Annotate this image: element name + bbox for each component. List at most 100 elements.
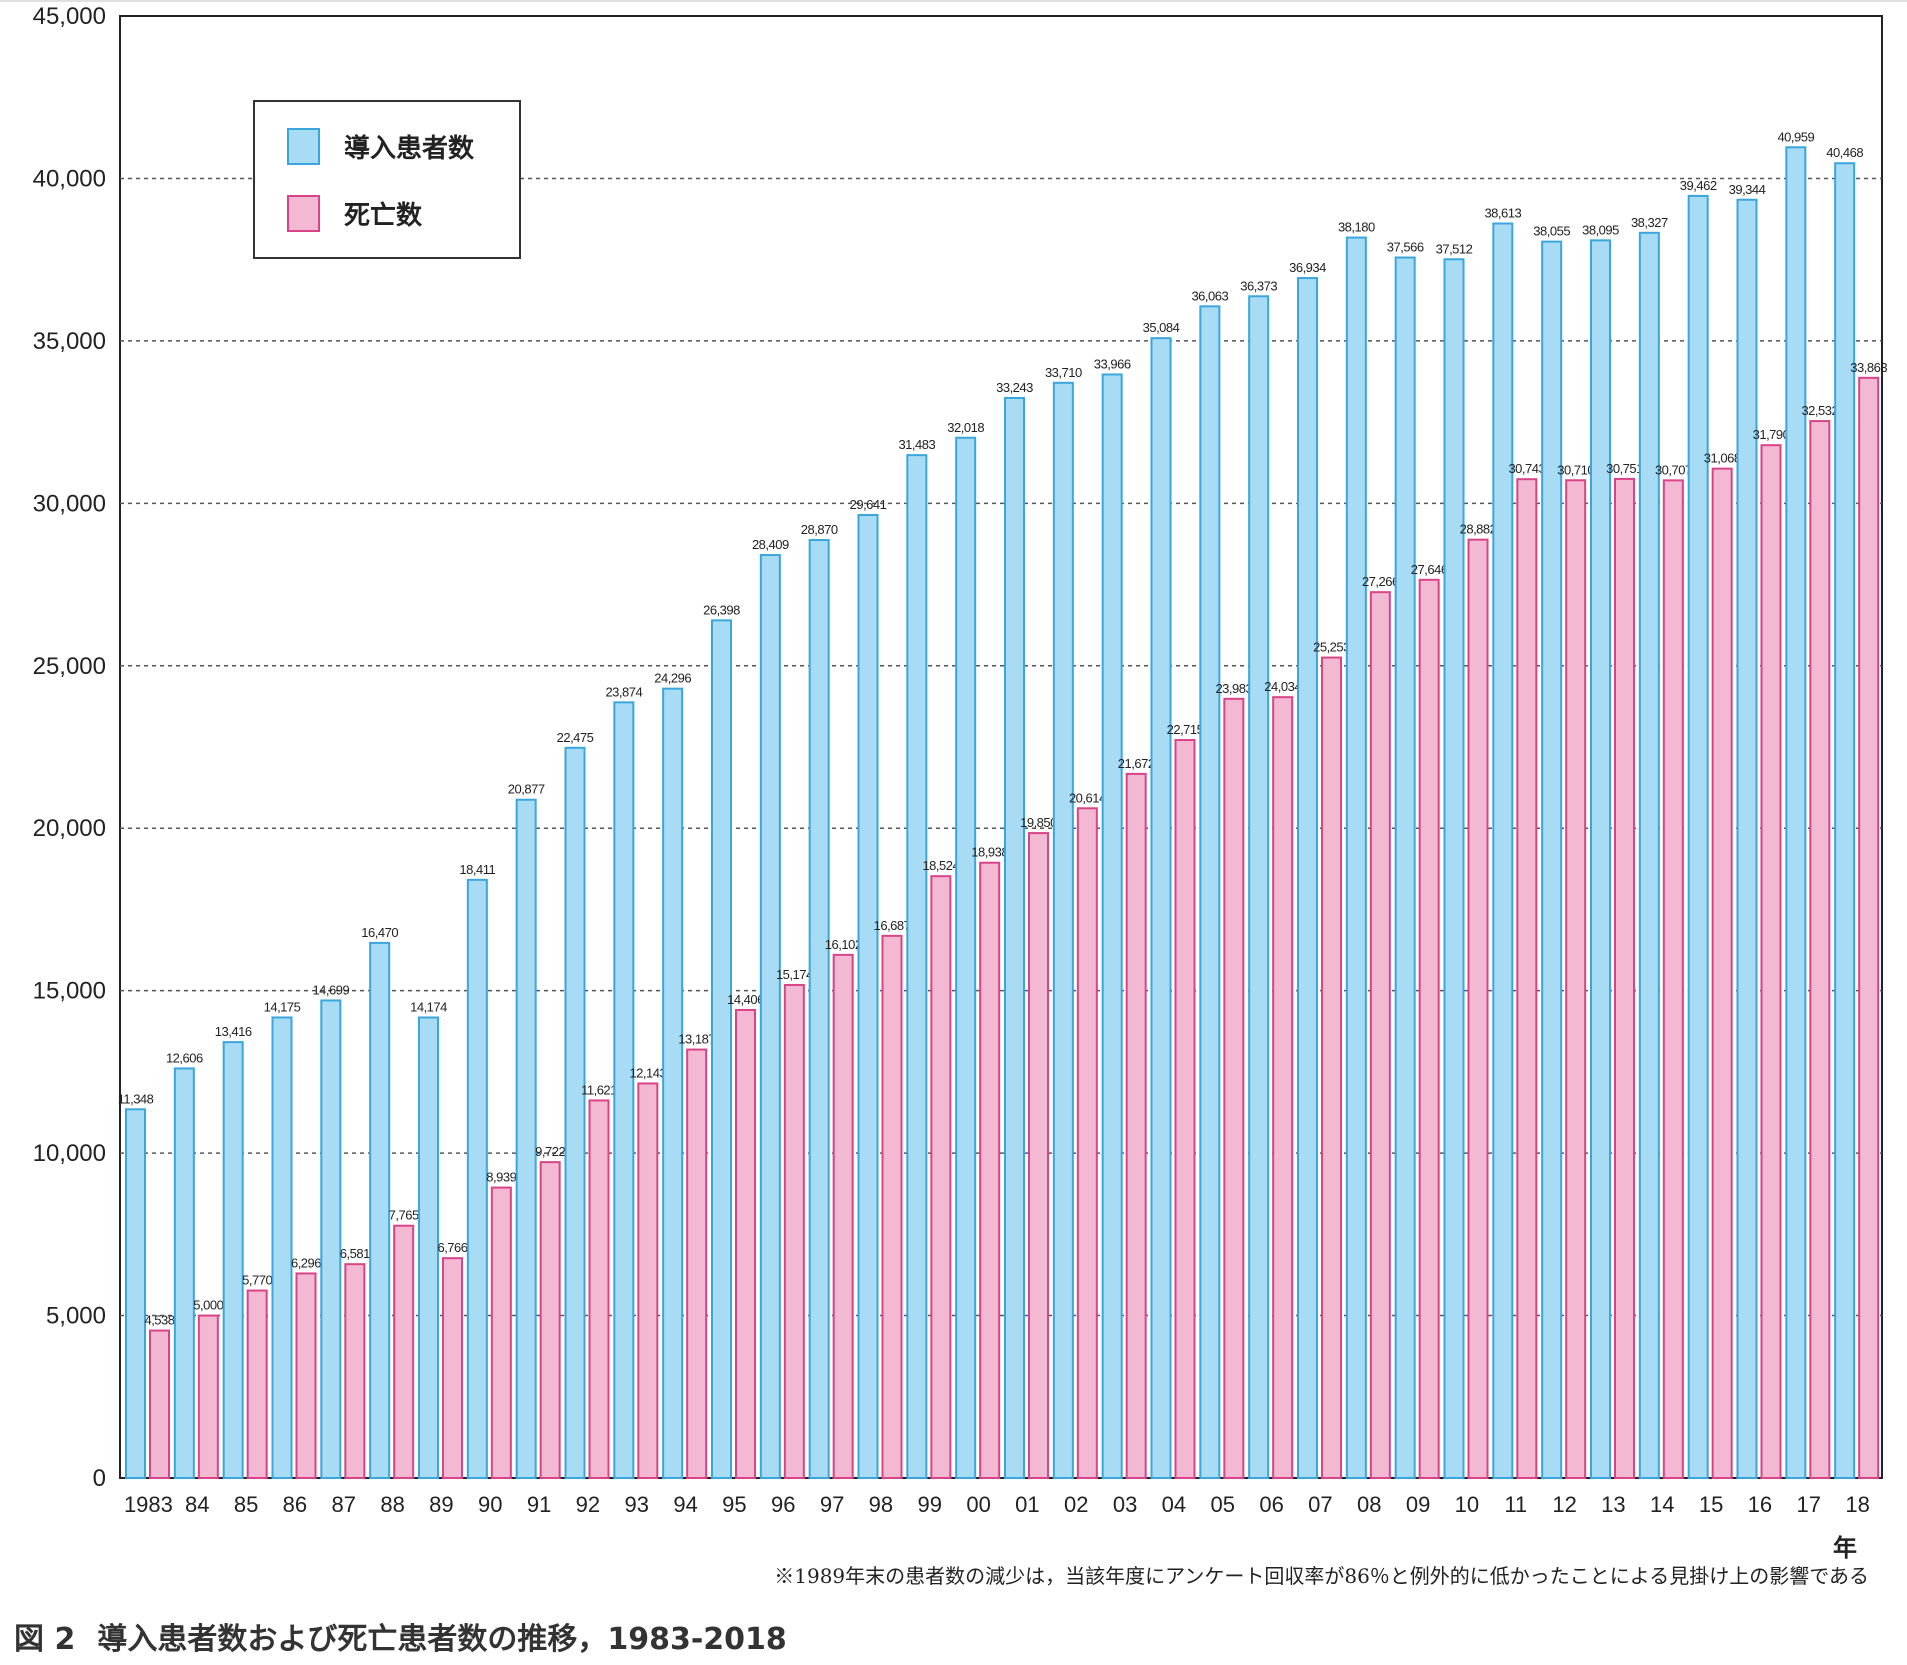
x-tick-label: 02 bbox=[1064, 1492, 1088, 1517]
data-label-death: 30,710 bbox=[1557, 462, 1594, 477]
data-label-intro: 22,475 bbox=[557, 730, 594, 745]
bar-death bbox=[1467, 538, 1489, 1479]
x-tick-label: 84 bbox=[185, 1492, 209, 1517]
data-label-intro: 36,373 bbox=[1240, 278, 1277, 293]
data-label-death: 16,687 bbox=[874, 918, 911, 933]
x-tick-label: 96 bbox=[771, 1492, 795, 1517]
y-tick-label: 40,000 bbox=[33, 165, 106, 192]
bar-intro bbox=[222, 1041, 244, 1479]
data-label-intro: 26,398 bbox=[703, 602, 740, 617]
bar-intro bbox=[1394, 256, 1416, 1479]
data-label-intro: 20,877 bbox=[508, 782, 545, 797]
bar-intro bbox=[1638, 231, 1660, 1480]
x-tick-label: 17 bbox=[1797, 1492, 1821, 1517]
x-tick-label: 94 bbox=[673, 1492, 697, 1517]
x-tick-label: 03 bbox=[1113, 1492, 1137, 1517]
bar-death bbox=[246, 1289, 268, 1479]
data-label-intro: 33,710 bbox=[1045, 365, 1082, 380]
data-label-intro: 39,462 bbox=[1680, 178, 1717, 193]
bar-intro bbox=[1248, 295, 1270, 1480]
data-label-intro: 37,566 bbox=[1387, 240, 1424, 255]
data-label-death: 23,983 bbox=[1215, 681, 1252, 696]
bar-intro bbox=[320, 999, 342, 1479]
x-tick-label: 10 bbox=[1455, 1492, 1479, 1517]
bar-death bbox=[930, 875, 952, 1479]
x-tick-label: 14 bbox=[1650, 1492, 1674, 1517]
x-tick-label: 06 bbox=[1259, 1492, 1283, 1517]
bar-death bbox=[1272, 696, 1294, 1479]
bar-intro bbox=[1199, 305, 1221, 1480]
data-label-death: 13,187 bbox=[678, 1032, 715, 1047]
bar-intro bbox=[1150, 337, 1172, 1480]
data-label-intro: 38,613 bbox=[1484, 206, 1521, 221]
bar-death bbox=[539, 1161, 561, 1480]
x-tick-label: 00 bbox=[966, 1492, 990, 1517]
data-label-death: 5,000 bbox=[193, 1298, 223, 1313]
x-tick-label: 18 bbox=[1845, 1492, 1869, 1517]
data-label-intro: 37,512 bbox=[1436, 241, 1473, 256]
bar-death bbox=[490, 1186, 512, 1479]
bar-death bbox=[1028, 832, 1049, 1479]
data-label-intro: 38,327 bbox=[1631, 215, 1668, 230]
bar-intro bbox=[1590, 239, 1611, 1479]
data-label-death: 21,672 bbox=[1118, 756, 1155, 771]
footnote: ※1989年末の患者数の減少は，当該年度にアンケート回収率が86％と例外的に低か… bbox=[774, 1564, 1869, 1588]
x-tick-label: 11 bbox=[1504, 1492, 1527, 1517]
x-tick-label: 12 bbox=[1552, 1492, 1576, 1517]
data-label-death: 6,581 bbox=[340, 1246, 370, 1261]
data-label-death: 15,174 bbox=[776, 967, 813, 982]
data-label-death: 9,722 bbox=[535, 1144, 565, 1159]
x-tick-label: 01 bbox=[1015, 1492, 1039, 1517]
bar-intro bbox=[906, 454, 928, 1480]
data-label-death: 14,406 bbox=[727, 992, 764, 1007]
x-tick-label: 91 bbox=[527, 1492, 551, 1517]
top-border bbox=[0, 0, 1907, 2]
bar-death bbox=[686, 1048, 708, 1479]
bar-intro bbox=[1834, 162, 1856, 1480]
figure-caption: 図 2 導入患者数および死亡患者数の推移，1983-2018 bbox=[14, 1614, 809, 1658]
legend-swatch-death bbox=[287, 195, 320, 232]
x-tick-label: 99 bbox=[918, 1492, 942, 1517]
data-label-intro: 28,409 bbox=[752, 537, 789, 552]
y-tick-label: 10,000 bbox=[33, 1140, 106, 1167]
bar-intro bbox=[613, 701, 635, 1479]
data-label-death: 8,939 bbox=[486, 1170, 516, 1185]
x-tick-label: 13 bbox=[1601, 1492, 1625, 1517]
bar-death bbox=[1614, 477, 1635, 1479]
data-label-intro: 24,296 bbox=[654, 671, 691, 686]
bar-death bbox=[735, 1008, 756, 1480]
bar-death bbox=[979, 861, 1001, 1479]
bar-intro bbox=[418, 1016, 439, 1479]
data-label-death: 30,707 bbox=[1655, 462, 1692, 477]
bar-intro bbox=[1297, 277, 1318, 1479]
legend-item-intro: 導入患者数 bbox=[287, 128, 474, 165]
data-label-intro: 33,243 bbox=[996, 380, 1033, 395]
data-label-intro: 12,606 bbox=[166, 1050, 203, 1065]
y-tick-label: 30,000 bbox=[33, 490, 106, 517]
data-label-death: 31,068 bbox=[1704, 451, 1741, 466]
bar-death bbox=[1076, 807, 1098, 1479]
plot-frame bbox=[119, 15, 1883, 1479]
y-tick-label: 35,000 bbox=[33, 328, 106, 355]
x-tick-label: 97 bbox=[820, 1492, 844, 1517]
x-tick-label: 85 bbox=[234, 1492, 258, 1517]
bar-intro bbox=[857, 513, 879, 1479]
bar-intro bbox=[759, 554, 781, 1479]
bar-intro bbox=[1541, 240, 1563, 1479]
bar-intro bbox=[369, 941, 391, 1479]
legend-label-death: 死亡数 bbox=[344, 201, 423, 231]
bar-death bbox=[1516, 478, 1538, 1479]
data-label-death: 12,143 bbox=[629, 1065, 666, 1080]
bar-intro bbox=[1052, 381, 1074, 1479]
bar-death bbox=[1418, 578, 1440, 1479]
data-label-death: 16,102 bbox=[825, 937, 862, 952]
x-tick-label: 09 bbox=[1406, 1492, 1430, 1517]
data-label-intro: 16,470 bbox=[361, 925, 398, 940]
bar-intro bbox=[711, 619, 732, 1479]
x-tick-label: 86 bbox=[283, 1492, 307, 1517]
data-label-death: 24,034 bbox=[1264, 679, 1301, 694]
bar-death bbox=[1711, 467, 1733, 1479]
y-tick-label: 20,000 bbox=[33, 815, 106, 842]
data-label-death: 6,766 bbox=[437, 1240, 467, 1255]
data-label-intro: 18,411 bbox=[459, 862, 495, 877]
